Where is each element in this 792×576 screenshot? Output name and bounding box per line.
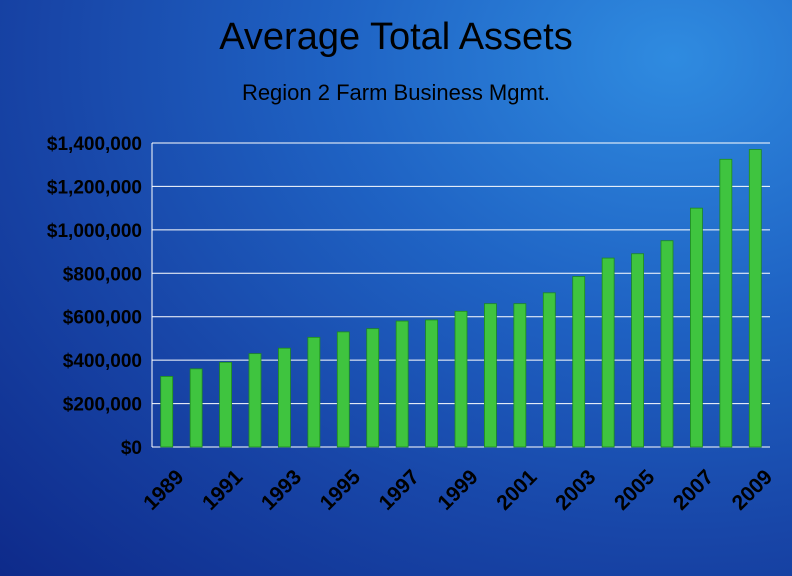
y-tick-label: $1,200,000 [47,177,142,198]
y-tick-label: $600,000 [63,308,142,329]
bar-1992 [248,353,262,448]
bar-2008 [719,158,733,448]
x-tick-label: 1997 [375,465,424,514]
x-tick-label: 1999 [433,465,482,514]
chart-title: Average Total Assets [219,16,573,58]
y-tick-label: $0 [121,438,142,459]
x-tick-label: 2001 [492,465,542,515]
x-tick-label: 1989 [139,465,188,514]
bar-1995 [336,331,350,448]
x-tick-label: 1991 [198,465,248,515]
y-tick-labels: $0 $200,000 $400,000 $600,000 $800,000 $1,000… [47,134,142,459]
y-tick-label: $1,000,000 [47,221,142,242]
chart-subtitle: Region 2 Farm Business Mgmt. [241,80,551,105]
x-tick-label: 1993 [257,465,306,514]
bar-2001 [513,303,527,448]
bar-2007 [690,207,703,448]
bars-group [160,149,762,448]
bar-1997 [395,320,409,448]
x-tick-label: 2005 [610,465,660,515]
x-tick-label: 2003 [551,465,600,514]
bar-2000 [484,303,497,448]
y-tick-label: $800,000 [63,264,142,285]
bar-1996 [366,328,380,448]
bar-1990 [189,368,203,448]
bar-1994 [307,336,321,448]
y-tick-label: $200,000 [63,395,142,416]
bar-1989 [160,376,174,448]
bar-2003 [572,276,586,448]
bar-2005 [631,253,644,448]
bar-2006 [660,240,674,448]
bar-2002 [542,292,556,448]
bar-2009 [748,149,762,448]
bar-1991 [219,361,232,448]
y-tick-label: $1,400,000 [47,134,142,155]
bar-2004 [601,257,615,448]
y-tick-label: $400,000 [63,351,142,372]
bar-1993 [278,347,291,448]
x-tick-label: 2007 [669,465,718,514]
x-tick-label: 2009 [728,465,777,514]
x-tick-label: 1995 [316,465,366,515]
bar-1998 [425,319,438,448]
x-tick-labels: 1989 1991 1993 1995 1997 1999 2001 2003 2005 2007… [139,465,777,515]
bar-1999 [454,310,468,448]
